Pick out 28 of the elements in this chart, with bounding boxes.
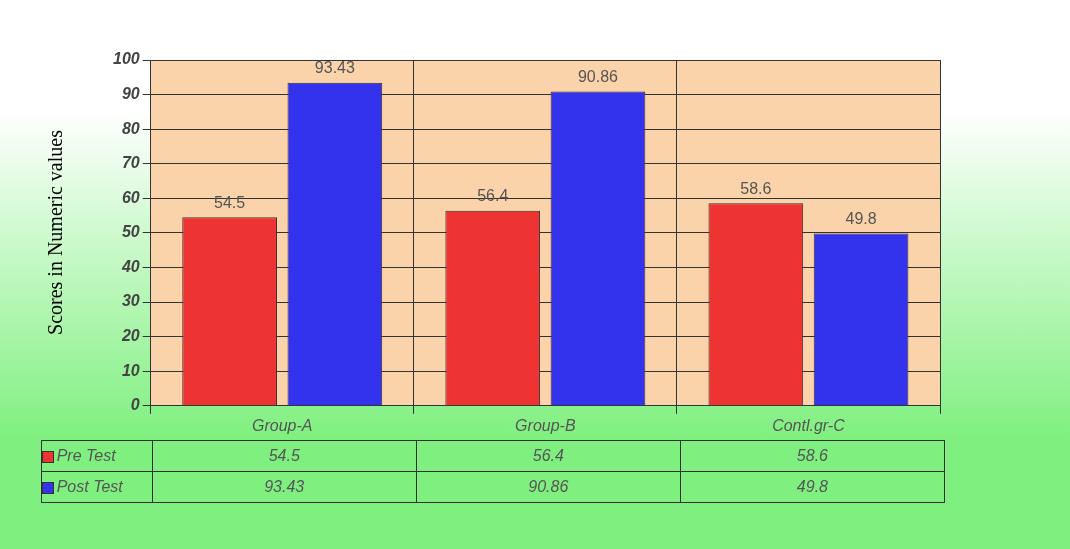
y-tick-label: 40 [120,257,140,275]
text: 90.86 [577,68,618,86]
data-label: 90.86 [416,471,681,503]
x-tick-label: Contl.gr-C [772,416,846,434]
data-label: 93.43 [152,471,417,503]
y-tick-label: 100 [112,50,140,68]
data-label: 54.5 [152,440,417,472]
legend-label: Pre Test [41,440,153,472]
data-label: 56.4 [416,440,681,472]
x-tick-label: Group-A [252,416,313,434]
y-tick-label: 90 [121,84,140,102]
text: 93.43 [314,59,355,77]
y-tick-label: 70 [121,154,140,172]
y-tick-label: 20 [120,327,140,345]
data-label: 49.8 [680,471,945,503]
y-tick-label: 10 [121,361,140,379]
y-tick-label: 80 [121,119,140,137]
x-tick-label: Group-B [515,416,576,434]
y-tick-label: 50 [121,223,140,241]
legend-label: Post Test [41,471,153,503]
text: 49.8 [845,210,877,227]
data-label: 58.6 [680,440,945,472]
y-tick-label: 30 [121,292,140,310]
y-axis-title: Scores in Numeric values [43,130,67,336]
y-tick-label: 0 [130,396,140,414]
y-tick-label: 60 [121,188,140,206]
text: 58.6 [740,179,772,197]
text: 54.5 [214,193,246,211]
